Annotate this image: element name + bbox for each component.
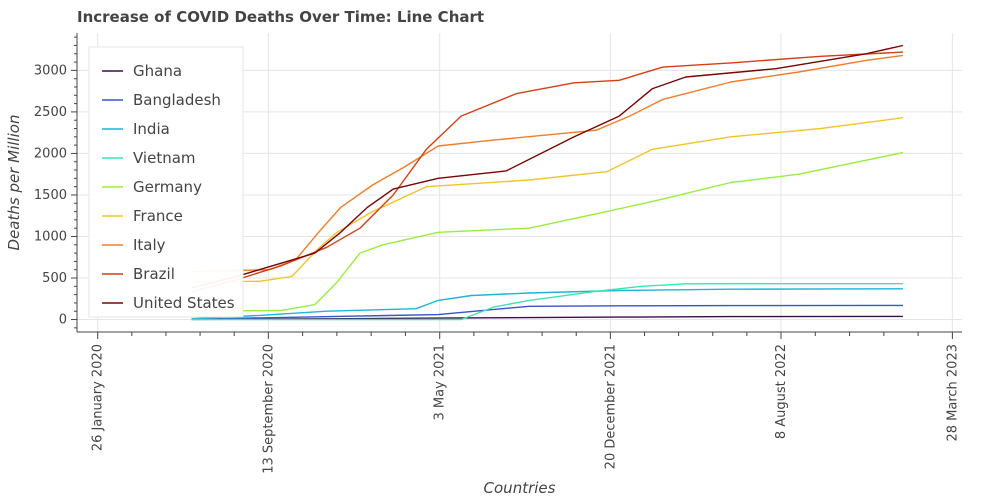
legend-label-france: France [133,207,183,225]
legend-label-italy: Italy [133,236,166,254]
series-lines [191,44,904,321]
y-tick-label: 500 [42,271,67,286]
y-tick-label: 2000 [34,146,67,161]
y-tick-label: 1000 [34,229,67,244]
legend-label-germany: Germany [133,178,202,196]
y-tick-label: 0 [59,313,67,328]
series-line-united-states [191,44,904,289]
y-axis-title: Deaths per Million [5,115,23,251]
y-tick-label: 2500 [34,105,67,120]
series-line-france [191,117,903,283]
grid-lines [77,33,962,332]
x-axis-title: Countries [484,479,556,497]
legend-box [88,46,244,318]
x-tick-label: 20 December 2021 [603,344,618,469]
x-tick-label: 26 January 2020 [91,344,106,451]
legend-label-ghana: Ghana [133,62,182,80]
legend-label-vietnam: Vietnam [133,149,196,167]
x-tick-label: 8 August 2022 [774,344,789,439]
x-tick-label: 28 March 2023 [945,344,960,442]
axes: 0 500 1000 1500 2000 2500 3000 26 January 2020 1… [34,33,962,474]
series-line-germany [191,151,904,312]
legend: Ghana Bangladesh India Vietnam Germany France… [88,46,244,318]
series-line-brazil [191,51,903,293]
chart-title: Increase of COVID Deaths Over Time: Line… [77,8,485,26]
legend-label-india: India [133,120,170,138]
x-tick-label: 3 May 2021 [433,344,448,421]
series-line-india [191,288,903,320]
series-line-vietnam [191,283,903,321]
y-tick-label: 3000 [34,63,67,78]
y-tick-label: 1500 [34,188,67,203]
legend-label-brazil: Brazil [133,265,175,283]
x-tick-label: 13 September 2020 [261,344,276,474]
legend-label-united-states: United States [133,294,235,312]
legend-label-bangladesh: Bangladesh [133,91,221,109]
